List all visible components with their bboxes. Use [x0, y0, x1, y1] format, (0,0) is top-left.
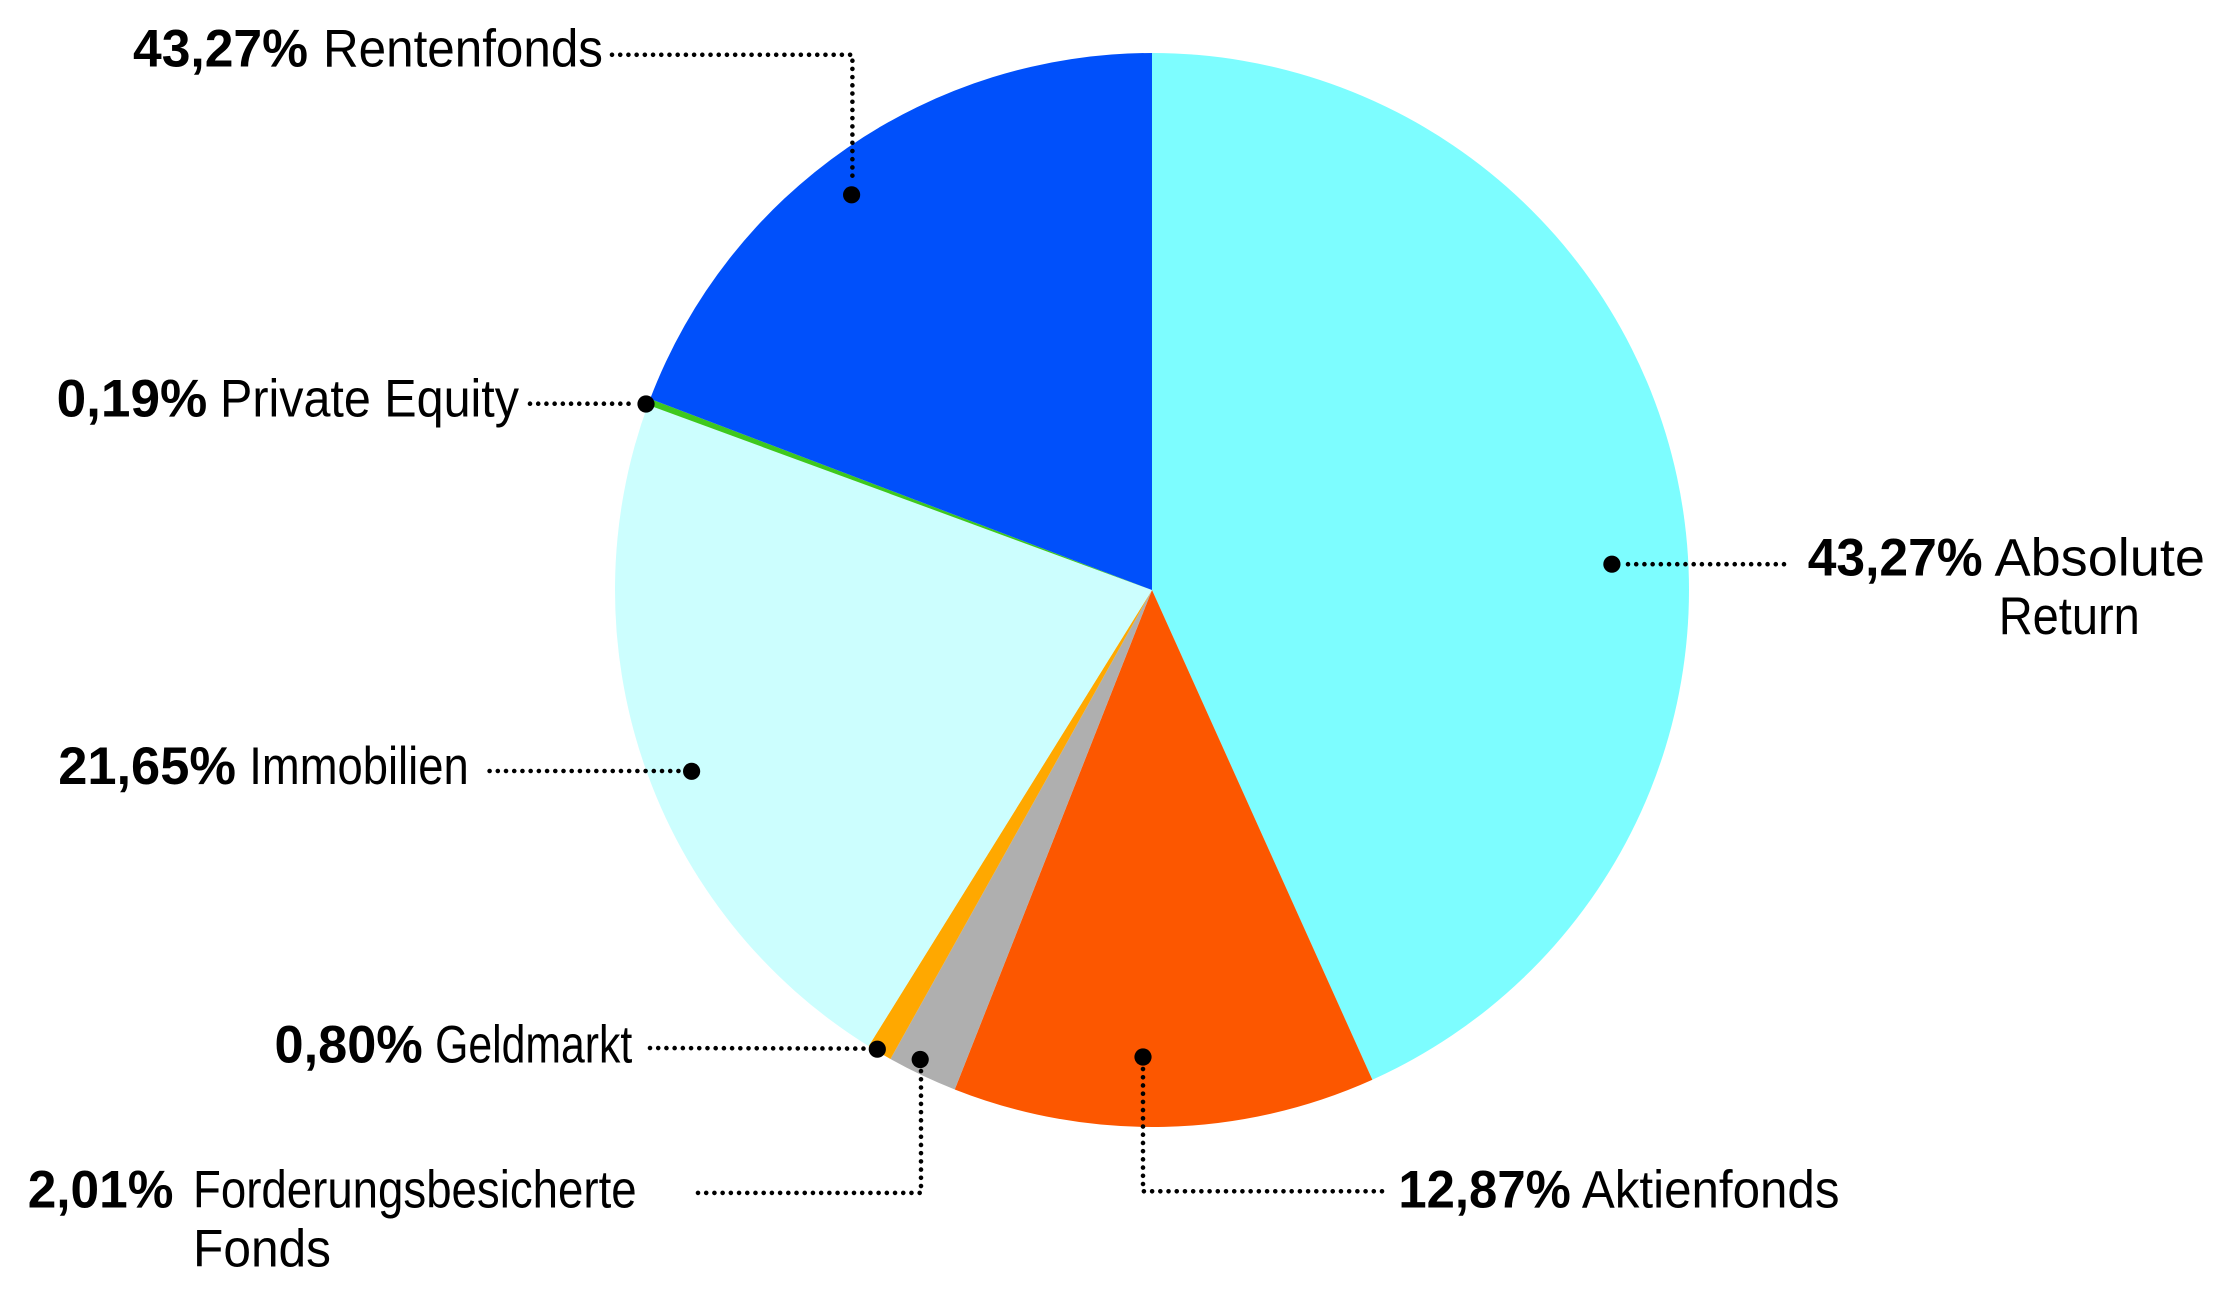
- svg-text:Geldmarkt: Geldmarkt: [435, 1016, 632, 1075]
- svg-text:43,27%: 43,27%: [1808, 528, 1983, 587]
- svg-text:Immobilien: Immobilien: [249, 737, 468, 796]
- svg-text:0,80%: 0,80%: [275, 1016, 423, 1075]
- svg-text:Private Equity: Private Equity: [220, 369, 519, 428]
- svg-text:12,87%: 12,87%: [1398, 1161, 1570, 1220]
- svg-text:Rentenfonds: Rentenfonds: [323, 20, 603, 79]
- svg-text:0,19%: 0,19%: [57, 369, 208, 428]
- svg-text:Aktienfonds: Aktienfonds: [1582, 1161, 1840, 1220]
- svg-text:Absolute: Absolute: [1995, 528, 2206, 587]
- svg-text:Return: Return: [1999, 587, 2140, 646]
- svg-text:21,65%: 21,65%: [58, 737, 236, 796]
- svg-text:Fonds: Fonds: [193, 1220, 331, 1279]
- svg-text:43,27%: 43,27%: [133, 20, 308, 79]
- svg-text:Forderungsbesicherte: Forderungsbesicherte: [193, 1160, 637, 1219]
- svg-text:2,01%: 2,01%: [28, 1160, 174, 1219]
